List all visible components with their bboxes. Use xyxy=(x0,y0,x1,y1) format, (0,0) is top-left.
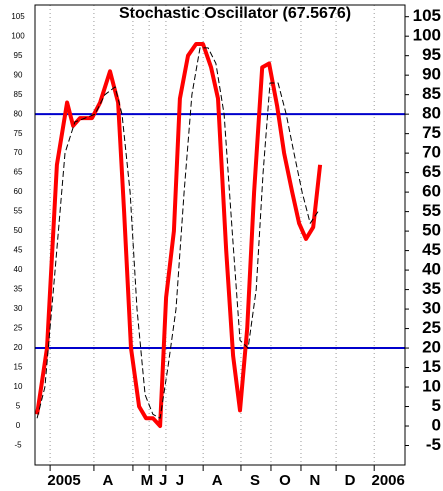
y-tick-label: 40 xyxy=(14,265,23,274)
y-tick-label-right: 35 xyxy=(422,279,441,298)
x-tick-label: D xyxy=(345,472,356,489)
y-tick-label: 70 xyxy=(14,148,23,157)
x-tick-label: J xyxy=(176,472,184,489)
x-tick-label: A xyxy=(102,472,113,489)
y-tick-label-right: 5 xyxy=(432,396,441,415)
y-tick-label: 10 xyxy=(14,382,23,391)
y-tick-label-right: 55 xyxy=(422,201,441,220)
y-tick-label-right: 50 xyxy=(422,221,441,240)
y-tick-label: 45 xyxy=(14,246,23,255)
x-tick-label: M xyxy=(141,472,154,489)
x-tick-label: S xyxy=(250,472,260,489)
plot-frame xyxy=(34,4,406,466)
y-tick-label: 15 xyxy=(14,363,23,372)
y-tick-label: 95 xyxy=(14,51,23,60)
x-tick-label: J xyxy=(159,472,167,489)
y-tick-label-right: -5 xyxy=(426,435,441,454)
series-line xyxy=(36,47,319,419)
y-tick-label: 20 xyxy=(14,343,23,352)
x-tick-label: 2006 xyxy=(372,472,405,489)
x-tick-label: N xyxy=(310,472,321,489)
y-tick-label: 100 xyxy=(11,31,25,40)
y-tick-label: -5 xyxy=(14,441,22,450)
y-tick-label-right: 100 xyxy=(413,26,441,45)
y-tick-label-right: 40 xyxy=(422,260,441,279)
y-tick-label: 55 xyxy=(14,207,23,216)
y-tick-label: 80 xyxy=(14,109,23,118)
y-tick-label: 105 xyxy=(11,12,25,21)
y-tick-label-right: 70 xyxy=(422,143,441,162)
y-tick-label-right: 65 xyxy=(422,162,441,181)
y-tick-label: 0 xyxy=(16,421,21,430)
chart-title: Stochastic Oscillator (67.5676) xyxy=(119,5,351,22)
y-tick-label: 85 xyxy=(14,90,23,99)
y-tick-label: 30 xyxy=(14,304,23,313)
y-tick-label-right: 80 xyxy=(422,104,441,123)
y-tick-label: 35 xyxy=(14,285,23,294)
y-tick-label-right: 0 xyxy=(432,416,441,435)
y-tick-label-right: 85 xyxy=(422,84,441,103)
y-tick-label-right: 20 xyxy=(422,338,441,357)
y-tick-label-right: 105 xyxy=(413,6,441,25)
y-tick-label: 60 xyxy=(14,187,23,196)
y-tick-label-right: 60 xyxy=(422,182,441,201)
y-tick-label-right: 75 xyxy=(422,123,441,142)
y-tick-label-right: 15 xyxy=(422,357,441,376)
y-tick-label: 65 xyxy=(14,168,23,177)
y-tick-label: 50 xyxy=(14,226,23,235)
y-tick-label-right: 95 xyxy=(422,45,441,64)
x-tick-label: A xyxy=(212,472,223,489)
y-tick-label-right: 10 xyxy=(422,377,441,396)
y-tick-label: 90 xyxy=(14,70,23,79)
y-tick-label: 75 xyxy=(14,129,23,138)
series-line xyxy=(35,42,323,428)
y-tick-label-right: 30 xyxy=(422,299,441,318)
y-tick-label-right: 90 xyxy=(422,65,441,84)
y-tick-label: 25 xyxy=(14,324,23,333)
x-tick-label: O xyxy=(279,472,291,489)
y-tick-label-right: 25 xyxy=(422,318,441,337)
x-tick-label: 2005 xyxy=(47,472,80,489)
y-tick-label: 5 xyxy=(16,402,21,411)
y-tick-label-right: 45 xyxy=(422,240,441,259)
